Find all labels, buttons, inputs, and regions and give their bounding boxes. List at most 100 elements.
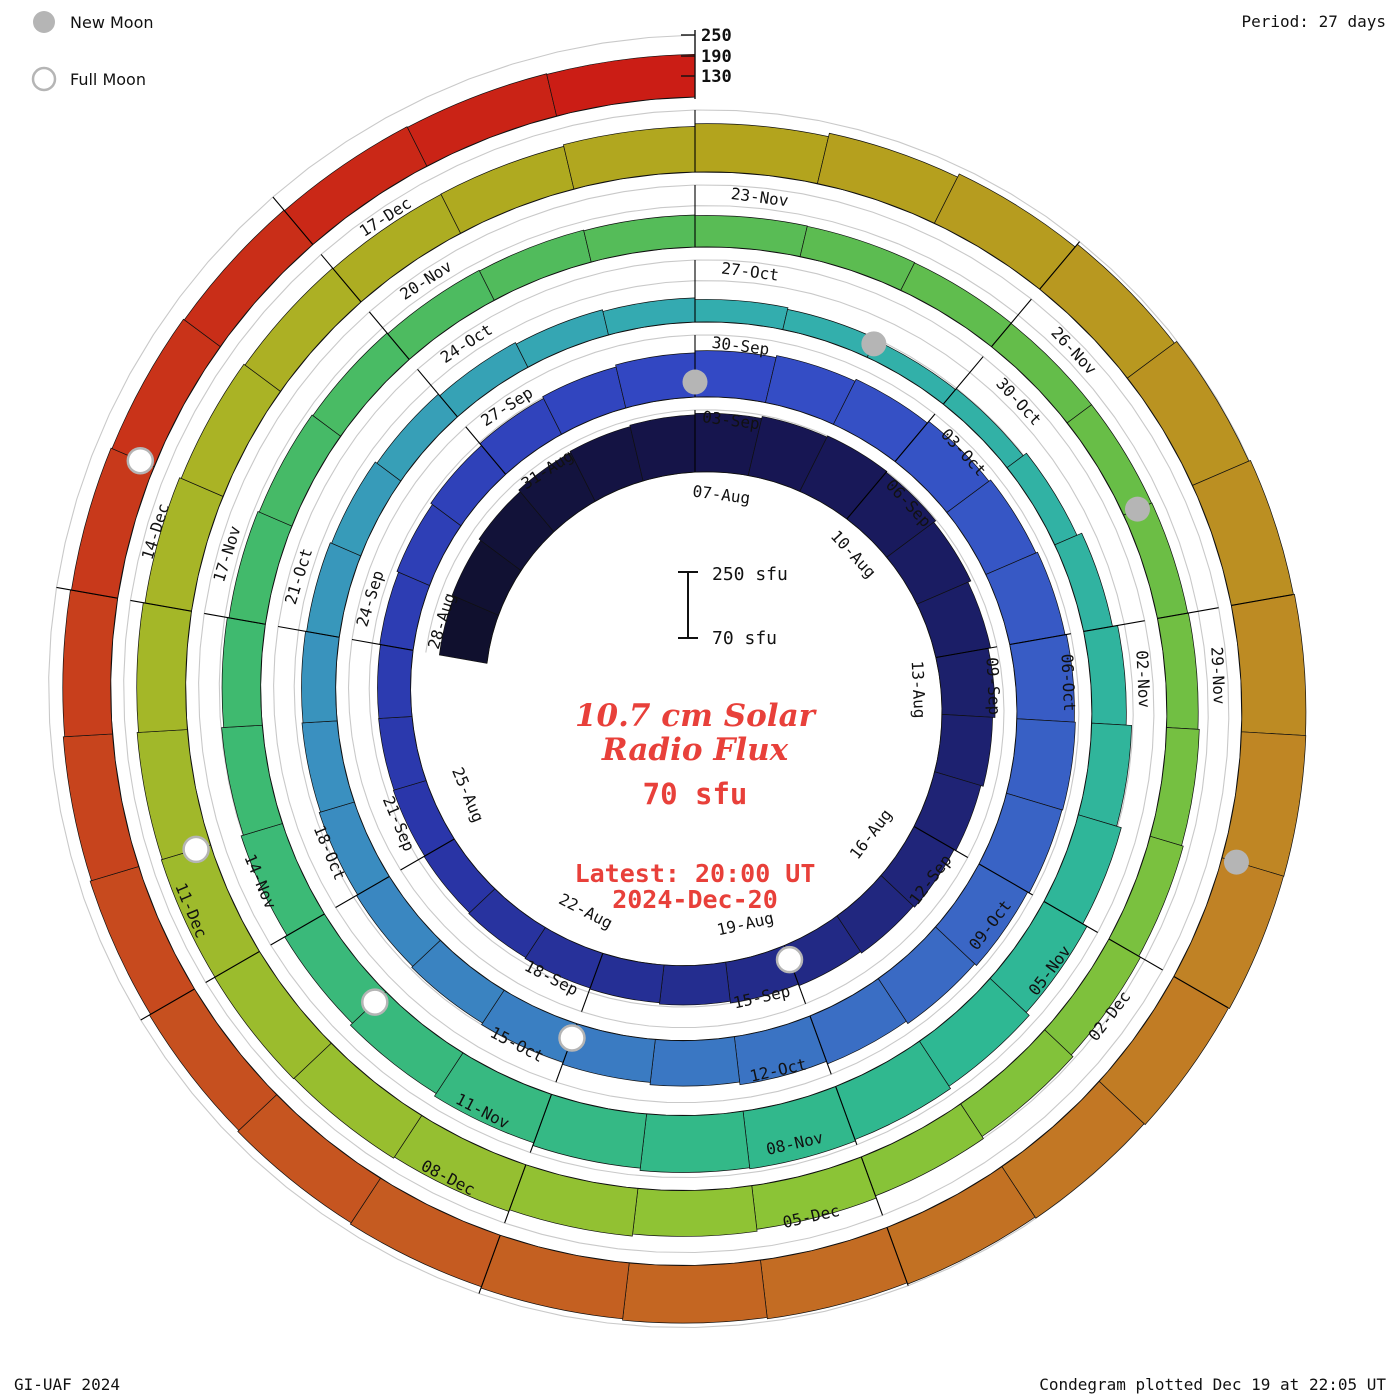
date-tick [1157, 607, 1219, 619]
flux-segment [71, 447, 155, 599]
flux-segment [331, 461, 402, 557]
new-moon-label: New Moon [70, 13, 154, 32]
flux-segment [481, 989, 578, 1063]
flux-segment [1149, 727, 1200, 847]
radial-axis: 250 190 130 [681, 26, 732, 99]
date-tick [894, 413, 936, 462]
date-label: 25-Aug [448, 764, 488, 825]
date-tick [400, 838, 455, 871]
full-moon-icon [31, 66, 57, 92]
date-label: 07-Aug [692, 482, 752, 508]
flux-segment [411, 939, 505, 1024]
flux-segment [1054, 532, 1113, 632]
flux-segment [479, 229, 592, 301]
radial-tick-130: 130 [701, 67, 732, 87]
flux-segment [468, 888, 546, 959]
flux-scale-bar: 250 sfu 70 sfu [678, 564, 788, 649]
full-moon-marker [775, 945, 804, 974]
flux-segment [433, 1052, 552, 1144]
date-tick [56, 586, 118, 599]
plotted-label: Condegram plotted Dec 19 at 22:05 UT [1039, 1375, 1386, 1394]
date-tick [1083, 620, 1145, 633]
date-tick [368, 311, 410, 360]
flux-segment [62, 733, 140, 882]
date-tick [270, 913, 325, 946]
new-moon-marker [1223, 849, 1249, 875]
flux-segment [694, 123, 829, 184]
flux-segment [439, 342, 529, 418]
flux-segment [111, 318, 221, 468]
flux-segment [1083, 625, 1127, 726]
flux-segment [1173, 857, 1284, 1010]
flux-segment [136, 602, 192, 733]
new-moon-icon [33, 11, 55, 33]
full-moon-marker [361, 988, 389, 1016]
flux-segment [89, 866, 195, 1015]
date-tick [504, 1164, 527, 1224]
date-tick [886, 1227, 909, 1286]
date-tick [1039, 241, 1081, 290]
date-label: 09-Sep [983, 657, 1005, 716]
flux-segment [392, 780, 455, 857]
date-tick [860, 1156, 884, 1216]
date-label: 06-Oct [1057, 653, 1079, 712]
flux-segment [639, 1110, 751, 1173]
date-label: 27-Oct [720, 258, 780, 284]
date-tick [1231, 594, 1293, 606]
full-moon-marker [126, 446, 155, 475]
date-tick [478, 1235, 501, 1294]
flux-segment [900, 262, 1012, 348]
scale-top-label: 250 sfu [712, 564, 788, 585]
moon-legend: New Moon Full Moon [31, 11, 154, 92]
date-tick [991, 298, 1032, 347]
flux-segment [816, 132, 959, 224]
flux-segment [877, 926, 976, 1025]
flux-segment [1001, 1080, 1145, 1219]
flux-gridline [48, 34, 1305, 1329]
flux-segment [935, 647, 996, 718]
date-tick [465, 426, 507, 475]
flux-segment [515, 309, 609, 368]
flux-segment [160, 844, 260, 978]
flux-segment [406, 73, 557, 167]
flux-segment [733, 1015, 827, 1086]
flux-segment [306, 542, 362, 638]
new-moon-marker [682, 369, 708, 395]
flux-segment [480, 1234, 630, 1320]
flux-segment [694, 215, 808, 257]
flux-segment [880, 826, 955, 908]
chart-title-line2: Radio Flux [601, 732, 789, 768]
flux-segment [694, 299, 789, 330]
flux-segment [221, 617, 266, 728]
flux-segment [1192, 459, 1294, 606]
full-moon-marker [558, 1024, 586, 1052]
date-label: 21-Oct [281, 546, 316, 607]
new-moon-marker [1124, 496, 1150, 522]
flux-segment [387, 269, 495, 360]
flux-segment [632, 1185, 758, 1237]
flux-segment [836, 875, 914, 954]
flux-segment [934, 714, 993, 787]
date-tick [205, 951, 260, 983]
date-tick [272, 196, 314, 245]
flux-segment [379, 571, 430, 651]
date-label: 24-Sep [352, 568, 387, 629]
flux-segment [1006, 718, 1076, 811]
date-tick [140, 988, 195, 1021]
date-tick [320, 254, 362, 303]
date-tick [204, 612, 266, 625]
date-tick [351, 638, 414, 651]
date-tick [935, 646, 998, 659]
flux-segment [760, 1227, 908, 1320]
flux-segment [1108, 835, 1184, 957]
flux-segment [258, 414, 342, 527]
flux-segment [378, 716, 427, 791]
flux-segment [935, 863, 1029, 967]
flux-segment [318, 801, 390, 896]
date-tick [529, 1094, 552, 1153]
date-tick [846, 471, 888, 520]
flux-segment [1157, 612, 1199, 730]
center-titles: 10.7 cm Solar Radio Flux 70 sfu Latest: … [575, 698, 818, 914]
